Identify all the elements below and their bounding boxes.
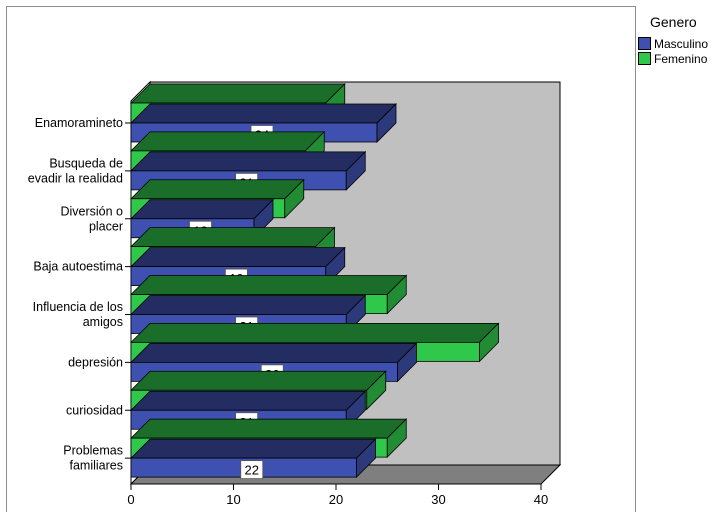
bar-femenino-4-top <box>130 275 408 295</box>
legend-label-masculino: Masculino <box>654 36 709 51</box>
category-label-5: depresión <box>68 355 123 369</box>
x-tick-label-0: 0 <box>127 492 134 507</box>
bar-femenino-3-top <box>130 227 336 248</box>
bar-masculino-7-top <box>130 438 377 459</box>
bar-masculino-2-top <box>130 199 274 220</box>
legend-swatch-femenino <box>638 52 651 65</box>
category-label-3: Baja autoestima <box>33 260 123 274</box>
bar-masculino-5-end <box>397 342 417 383</box>
bar-femenino-0-top <box>130 83 346 104</box>
x-tick-label-20: 20 <box>329 492 343 507</box>
data-label-box-masculino-7 <box>240 460 264 480</box>
category-label-0: Enamoramineto <box>35 116 123 130</box>
legend-swatch-masculino <box>638 37 651 50</box>
legend-title: Genero <box>650 14 697 30</box>
bar-masculino-5-top <box>130 342 418 363</box>
bar-masculino-4-top <box>130 295 367 315</box>
category-label-2-line1: Diversión o <box>60 204 123 218</box>
legend-item-femenino: Femenino <box>638 51 708 66</box>
bar-femenino-5-end <box>479 322 499 363</box>
x-tick-label-30: 30 <box>431 492 445 507</box>
bar-femenino-1-top <box>130 131 326 152</box>
bar-masculino-1-end <box>345 150 366 191</box>
bar-femenino-4-end <box>386 274 407 315</box>
bar-masculino-0-end <box>376 103 397 143</box>
bar-femenino-7-end <box>386 418 407 459</box>
bar-femenino-2-top <box>130 179 305 200</box>
bar-masculino-6-top <box>130 390 367 411</box>
category-label-4-line2: amigos <box>83 315 123 329</box>
x-tick-label-10: 10 <box>226 492 240 507</box>
bar-femenino-5-top <box>130 322 500 343</box>
bar-masculino-0-top <box>130 103 397 124</box>
x-tick-label-40: 40 <box>534 492 548 507</box>
bar-femenino-7-top <box>130 418 408 439</box>
legend-label-femenino: Femenino <box>654 51 708 66</box>
bar-masculino-1-top <box>130 151 367 172</box>
bar-femenino-2-end <box>284 178 305 219</box>
legend-item-masculino: Masculino <box>638 36 708 51</box>
bar-femenino-6-end <box>366 370 387 411</box>
category-label-1-line1: Busqueda de <box>49 156 123 170</box>
category-label-4-line1: Influencia de los <box>33 300 123 314</box>
category-label-7-line1: Problemas <box>63 444 123 458</box>
bar-masculino-3-top <box>130 247 346 268</box>
category-label-2-line2: placer <box>89 219 123 233</box>
bar-masculino-7-end <box>356 438 376 479</box>
bar-femenino-6-top <box>130 370 387 391</box>
category-label-6: curiosidad <box>66 403 123 417</box>
data-label-masculino-7: 22 <box>245 463 259 478</box>
legend: Genero Masculino Femenino <box>638 14 708 66</box>
category-label-1-line2: evadir la realidad <box>28 171 123 185</box>
category-label-7-line2: familiares <box>70 459 124 473</box>
